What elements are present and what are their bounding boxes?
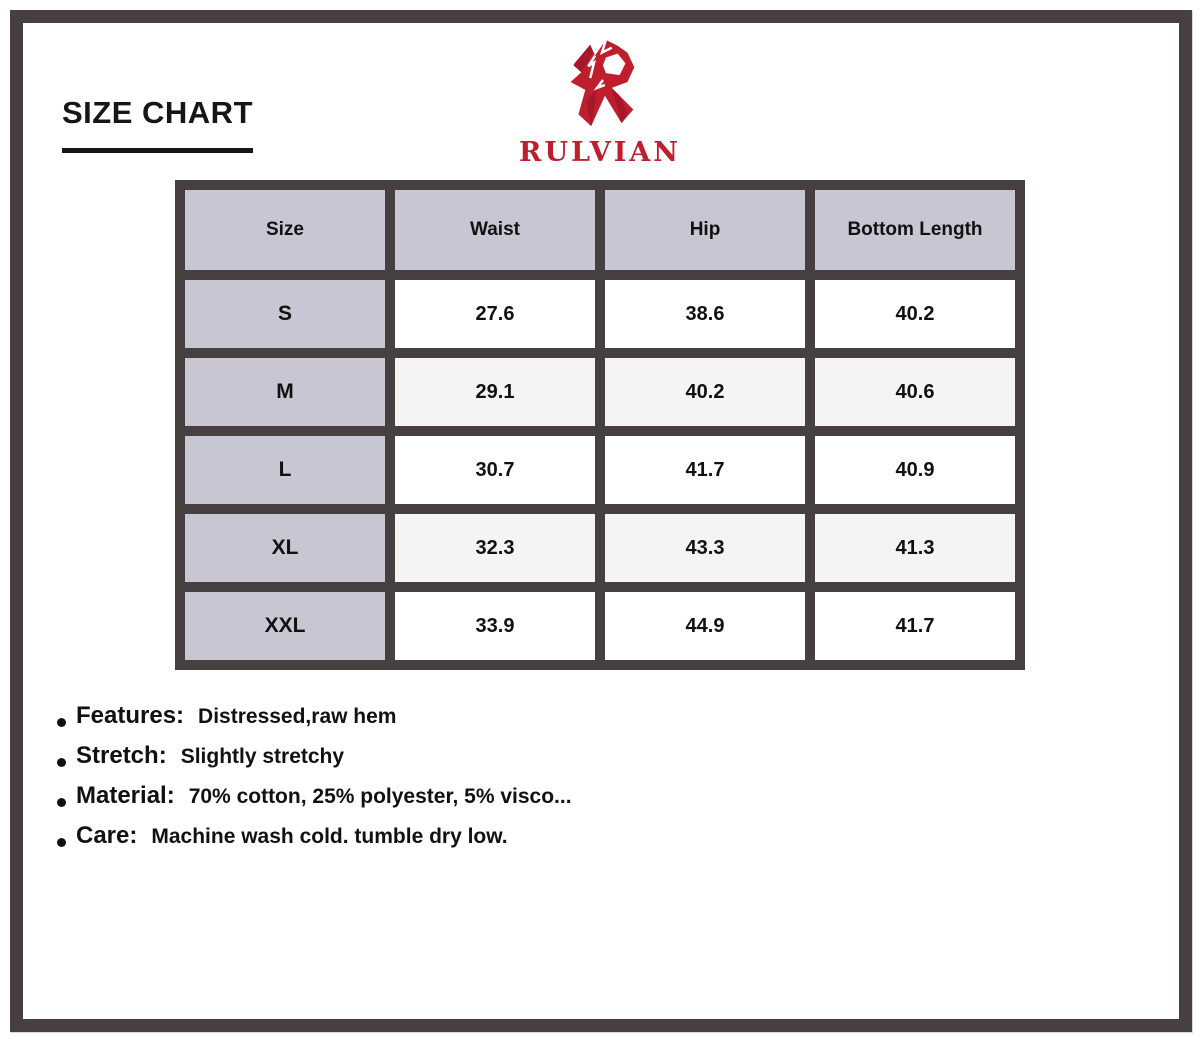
row-label-xxl: XXL	[185, 592, 385, 660]
detail-value: Distressed,raw hem	[198, 705, 397, 728]
bullet-icon	[57, 717, 66, 727]
detail-stretch: Stretch: Slightly stretchy	[57, 742, 957, 782]
brand-block: RULVIAN	[450, 33, 750, 168]
detail-value: 70% cotton, 25% polyester, 5% visco...	[188, 785, 572, 808]
title-underline	[62, 148, 253, 153]
cell-xl-bottom-length: 41.3	[815, 514, 1015, 582]
detail-care: Care: Machine wash cold. tumble dry low.	[57, 822, 957, 862]
detail-value: Machine wash cold. tumble dry low.	[151, 825, 508, 848]
cell-l-bottom-length: 40.9	[815, 436, 1015, 504]
product-details-list: Features: Distressed,raw hem Stretch: Sl…	[57, 702, 957, 862]
cell-m-bottom-length: 40.6	[815, 358, 1015, 426]
column-header-bottom-length: Bottom Length	[815, 190, 1015, 270]
column-header-hip: Hip	[605, 190, 805, 270]
brand-name: RULVIAN	[519, 137, 681, 168]
row-label-l: L	[185, 436, 385, 504]
detail-features: Features: Distressed,raw hem	[57, 702, 957, 742]
cell-m-waist: 29.1	[395, 358, 595, 426]
angular-r-logo-icon	[570, 39, 635, 127]
column-header-size: Size	[185, 190, 385, 270]
column-header-waist: Waist	[395, 190, 595, 270]
detail-label: Care:	[76, 822, 138, 849]
bullet-icon	[57, 757, 66, 767]
detail-value: Slightly stretchy	[180, 745, 345, 768]
cell-s-waist: 27.6	[395, 280, 595, 348]
detail-label: Material:	[76, 782, 175, 809]
cell-xxl-hip: 44.9	[605, 592, 805, 660]
size-chart-table: Size Waist Hip Bottom Length S 27.6 38.6…	[175, 180, 1025, 670]
cell-l-hip: 41.7	[605, 436, 805, 504]
cell-xxl-bottom-length: 41.7	[815, 592, 1015, 660]
bullet-icon	[57, 797, 66, 807]
row-label-s: S	[185, 280, 385, 348]
cell-s-bottom-length: 40.2	[815, 280, 1015, 348]
row-label-xl: XL	[185, 514, 385, 582]
cell-l-waist: 30.7	[395, 436, 595, 504]
detail-label: Features:	[76, 702, 185, 729]
cell-s-hip: 38.6	[605, 280, 805, 348]
cell-xl-waist: 32.3	[395, 514, 595, 582]
detail-label: Stretch:	[76, 742, 167, 769]
bullet-icon	[57, 837, 66, 847]
cell-xxl-waist: 33.9	[395, 592, 595, 660]
detail-material: Material: 70% cotton, 25% polyester, 5% …	[57, 782, 957, 822]
page-title: SIZE CHART	[62, 95, 253, 130]
cell-m-hip: 40.2	[605, 358, 805, 426]
cell-xl-hip: 43.3	[605, 514, 805, 582]
row-label-m: M	[185, 358, 385, 426]
